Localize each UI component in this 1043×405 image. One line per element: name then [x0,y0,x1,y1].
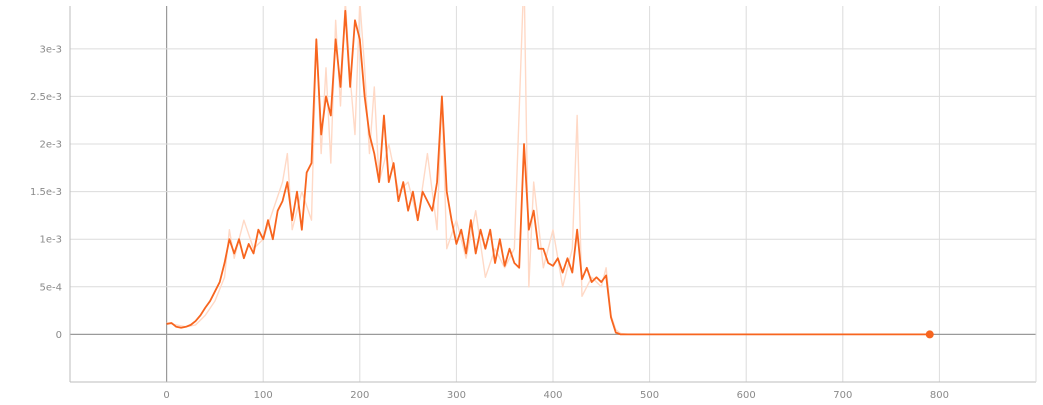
y-tick-label: 2e-3 [40,140,63,151]
x-tick-label: 300 [447,390,466,401]
x-tick-label: 800 [930,390,949,401]
smoothed-series-line [166,9,930,336]
axes [69,6,1037,383]
x-tick-label: 200 [350,390,369,401]
raw-series-line [166,6,930,336]
x-tick-label: 600 [737,390,756,401]
y-tick-label: 1e-3 [40,235,63,246]
last-point-marker[interactable] [925,330,934,339]
x-tick-label: 700 [833,390,852,401]
series-group [166,6,930,336]
x-tick-label: 400 [543,390,562,401]
x-tick-label: 0 [163,390,169,401]
x-tick-label: 100 [254,390,273,401]
y-tick-label: 0 [56,330,62,341]
y-tick-label: 1.5e-3 [30,187,62,198]
y-tick-label: 2.5e-3 [30,92,62,103]
tick-labels: 0 100 200 300 400 500 600 700 800 0 5e-4 1e-3 1.5e-3… [30,44,949,401]
y-tick-label: 5e-4 [40,282,63,293]
x-tick-label: 500 [640,390,659,401]
grid [70,6,1036,382]
y-tick-label: 3e-3 [40,44,63,55]
